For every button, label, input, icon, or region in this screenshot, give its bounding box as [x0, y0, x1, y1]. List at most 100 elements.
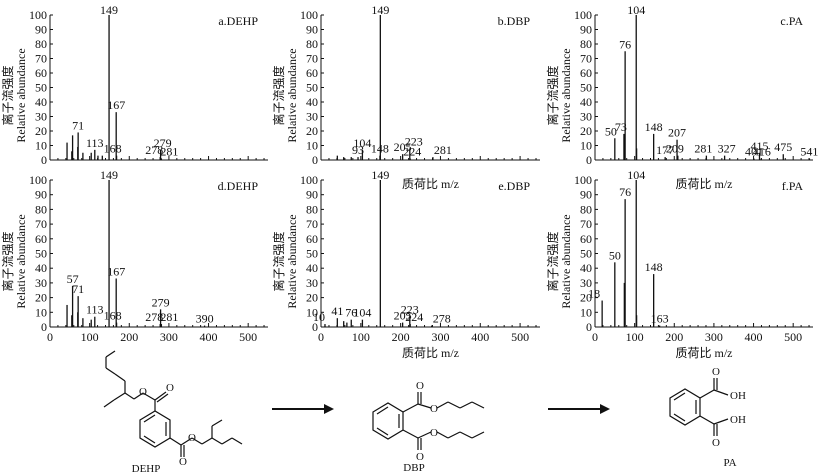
peak-label: 104 [627, 168, 645, 182]
peak-label: 50 [609, 248, 621, 262]
y-tick-label: 40 [580, 261, 592, 275]
y-tick-label: 50 [35, 247, 47, 261]
y-tick-label: 60 [306, 232, 318, 246]
peak-label: 76 [345, 306, 357, 320]
y-tick-label: 10 [306, 305, 318, 319]
x-tick-label: 300 [431, 330, 449, 344]
x-tick-label: 200 [392, 330, 410, 344]
peak-label: 327 [718, 142, 736, 156]
dbp-ester-oxygen-1: O [430, 403, 438, 415]
x-tick-label: 200 [665, 330, 683, 344]
y-tick-label: 70 [580, 52, 592, 66]
y-axis-label-cn: 离子流强度 [271, 231, 286, 291]
dbp-label: DBP [403, 462, 424, 474]
peak-label: 71 [72, 282, 84, 296]
y-tick-label: 80 [306, 202, 318, 216]
y-tick-label: 0 [586, 153, 592, 167]
peak-label: 148 [371, 142, 389, 156]
peak-label: 149 [371, 168, 389, 182]
peak-label: 104 [353, 136, 371, 150]
y-tick-label: 20 [580, 291, 592, 305]
peak-label: 57 [67, 272, 79, 286]
dehp-ester-oxygen-1: O [139, 386, 147, 398]
peak-label: 73 [615, 120, 627, 134]
dehp-ester-oxygen-2: O [188, 432, 196, 444]
y-tick-label: 90 [35, 188, 47, 202]
peak-label: 71 [72, 118, 84, 132]
peak-label: 76 [619, 185, 631, 199]
y-tick-label: 100 [574, 173, 592, 187]
pa-label: PA [723, 457, 736, 469]
y-tick-label: 50 [580, 81, 592, 95]
y-tick-label: 30 [306, 110, 318, 124]
x-tick-label: 300 [705, 330, 723, 344]
y-tick-label: 10 [306, 139, 318, 153]
y-axis-label-en: Relative abundance [285, 214, 299, 308]
peak-label: 163 [651, 312, 669, 326]
panel-title: d.DEHP [218, 179, 259, 193]
dbp-structure: O O O O DBP [372, 380, 485, 474]
y-axis-label-en: Relative abundance [559, 214, 573, 308]
y-axis-label-en: Relative abundance [14, 48, 28, 142]
y-axis-label-en: Relative abundance [14, 214, 28, 308]
y-tick-label: 30 [306, 276, 318, 290]
y-tick-label: 0 [41, 153, 47, 167]
peak-label: 149 [100, 3, 118, 17]
y-tick-label: 10 [580, 139, 592, 153]
y-tick-label: 60 [306, 66, 318, 80]
y-tick-label: 90 [580, 23, 592, 37]
x-tick-label: 400 [745, 330, 763, 344]
peak-label: 104 [353, 306, 371, 320]
peak-label: 10 [313, 310, 325, 324]
y-tick-label: 30 [580, 110, 592, 124]
arrow-dbp-to-pa [548, 404, 610, 414]
x-tick-label: 400 [471, 330, 489, 344]
peak-label: 167 [107, 98, 125, 112]
peak-label: 50 [605, 124, 617, 138]
peak-label: 148 [645, 260, 663, 274]
x-tick-label: 300 [160, 330, 178, 344]
y-tick-label: 10 [580, 305, 592, 319]
peak-label: 415 [750, 139, 768, 153]
peak-label: 281 [160, 310, 178, 324]
peak-label: 390 [196, 312, 214, 326]
y-axis-label-cn: 离子流强度 [0, 231, 15, 291]
dehp-carbonyl-oxygen-1: O [166, 382, 174, 394]
pa-hydroxyl-2: OH [730, 414, 746, 426]
y-tick-label: 10 [35, 305, 47, 319]
arrow-dehp-to-dbp [272, 404, 334, 414]
y-tick-label: 70 [306, 217, 318, 231]
peak-label: 148 [645, 120, 663, 134]
peak-label: 113 [86, 136, 104, 150]
peak-label: 223 [401, 303, 419, 317]
y-tick-label: 60 [35, 66, 47, 80]
y-axis-label-cn: 离子流强度 [271, 65, 286, 125]
y-axis-label-cn: 离子流强度 [0, 65, 15, 125]
y-tick-label: 10 [35, 139, 47, 153]
peak-label: 205 [394, 140, 412, 154]
y-tick-label: 50 [306, 81, 318, 95]
peak-label: 168 [104, 142, 122, 156]
pa-carbonyl-oxygen-1: O [712, 366, 720, 378]
y-tick-label: 0 [312, 320, 318, 334]
y-tick-label: 90 [35, 23, 47, 37]
y-tick-label: 40 [306, 261, 318, 275]
peak-label: 168 [104, 309, 122, 323]
y-tick-label: 20 [35, 291, 47, 305]
y-axis-label-en: Relative abundance [285, 48, 299, 142]
pa-hydroxyl-1: OH [730, 390, 746, 402]
x-axis-label: 质荷比 m/z [676, 346, 733, 360]
peak-label: 207 [668, 126, 686, 140]
peak-label: 113 [86, 303, 104, 317]
y-tick-label: 20 [306, 291, 318, 305]
y-tick-label: 0 [312, 153, 318, 167]
y-tick-label: 100 [29, 8, 47, 22]
peak-label: 76 [619, 37, 631, 51]
dbp-carbonyl-oxygen-2: O [416, 451, 424, 463]
